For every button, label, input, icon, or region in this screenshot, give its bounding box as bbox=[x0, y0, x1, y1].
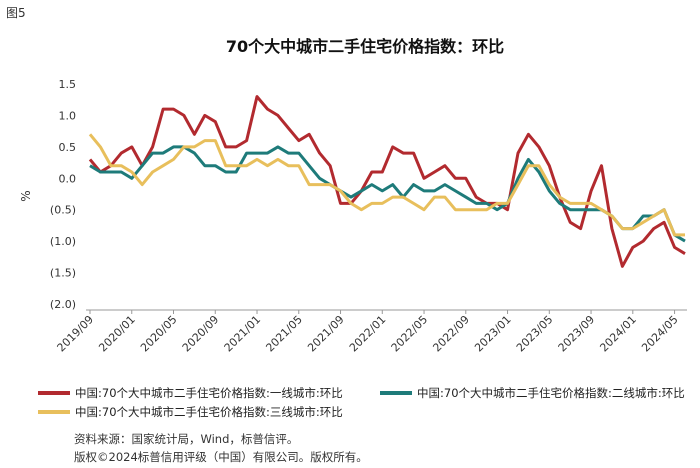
x-tick-label: 2022/09 bbox=[430, 313, 472, 355]
y-tick-label: 1.0 bbox=[59, 109, 77, 122]
legend-label: 中国:70个大中城市二手住宅价格指数:二线城市:环比 bbox=[417, 386, 685, 400]
chart-title: 70个大中城市二手住宅价格指数：环比 bbox=[226, 37, 504, 56]
figure-label: 图5 bbox=[6, 6, 26, 20]
x-tick-label: 2024/05 bbox=[639, 313, 681, 355]
x-tick-label: 2024/01 bbox=[597, 313, 639, 355]
source-line: 资料来源：国家统计局，Wind，标普信评。 bbox=[74, 432, 299, 446]
series-line-2 bbox=[89, 145, 686, 243]
y-axis-ticks: 1.5 1.0 0.5 0.0 (0.5) (1.0) (1.5) (2.0) bbox=[50, 78, 76, 311]
source-note: 资料来源：国家统计局，Wind，标普信评。 版权©2024标普信用评级（中国）有… bbox=[74, 430, 368, 466]
x-tick-label: 2020/05 bbox=[138, 313, 180, 355]
x-tick-label: 2022/01 bbox=[347, 313, 389, 355]
series-line-3 bbox=[88, 133, 685, 237]
copyright-line: 版权©2024标普信用评级（中国）有限公司。版权所有。 bbox=[74, 450, 368, 464]
y-tick-label: (1.5) bbox=[50, 267, 76, 280]
x-tick-label: 2021/09 bbox=[305, 313, 347, 355]
y-tick-label: 1.5 bbox=[59, 78, 77, 91]
y-axis-label: % bbox=[19, 190, 33, 201]
series-line-1 bbox=[88, 95, 686, 268]
y-tick-label: (1.0) bbox=[50, 235, 76, 248]
y-tick-label: 0.0 bbox=[59, 172, 77, 185]
x-axis-ticks: 2019/09 2020/01 2020/05 2020/09 2021/01 2021/… bbox=[55, 310, 681, 354]
x-tick-label: 2020/01 bbox=[96, 313, 138, 355]
x-tick-label: 2023/09 bbox=[556, 313, 598, 355]
x-tick-label: 2022/05 bbox=[389, 313, 431, 355]
x-tick-label: 2023/01 bbox=[472, 313, 514, 355]
x-tick-label: 2019/09 bbox=[55, 313, 97, 355]
x-tick-label: 2021/05 bbox=[263, 313, 305, 355]
legend-label: 中国:70个大中城市二手住宅价格指数:一线城市:环比 bbox=[75, 386, 343, 400]
x-tick-label: 2020/09 bbox=[180, 313, 222, 355]
y-tick-label: (0.5) bbox=[50, 204, 76, 217]
y-tick-label: (2.0) bbox=[50, 298, 76, 311]
legend: 中国:70个大中城市二手住宅价格指数:一线城市:环比 中国:70个大中城市二手住宅… bbox=[38, 386, 685, 419]
series-lines bbox=[88, 95, 686, 268]
y-tick-label: 0.5 bbox=[59, 141, 77, 154]
x-tick-label: 2023/05 bbox=[514, 313, 556, 355]
legend-label: 中国:70个大中城市二手住宅价格指数:三线城市:环比 bbox=[75, 405, 343, 419]
x-tick-label: 2021/01 bbox=[222, 313, 264, 355]
